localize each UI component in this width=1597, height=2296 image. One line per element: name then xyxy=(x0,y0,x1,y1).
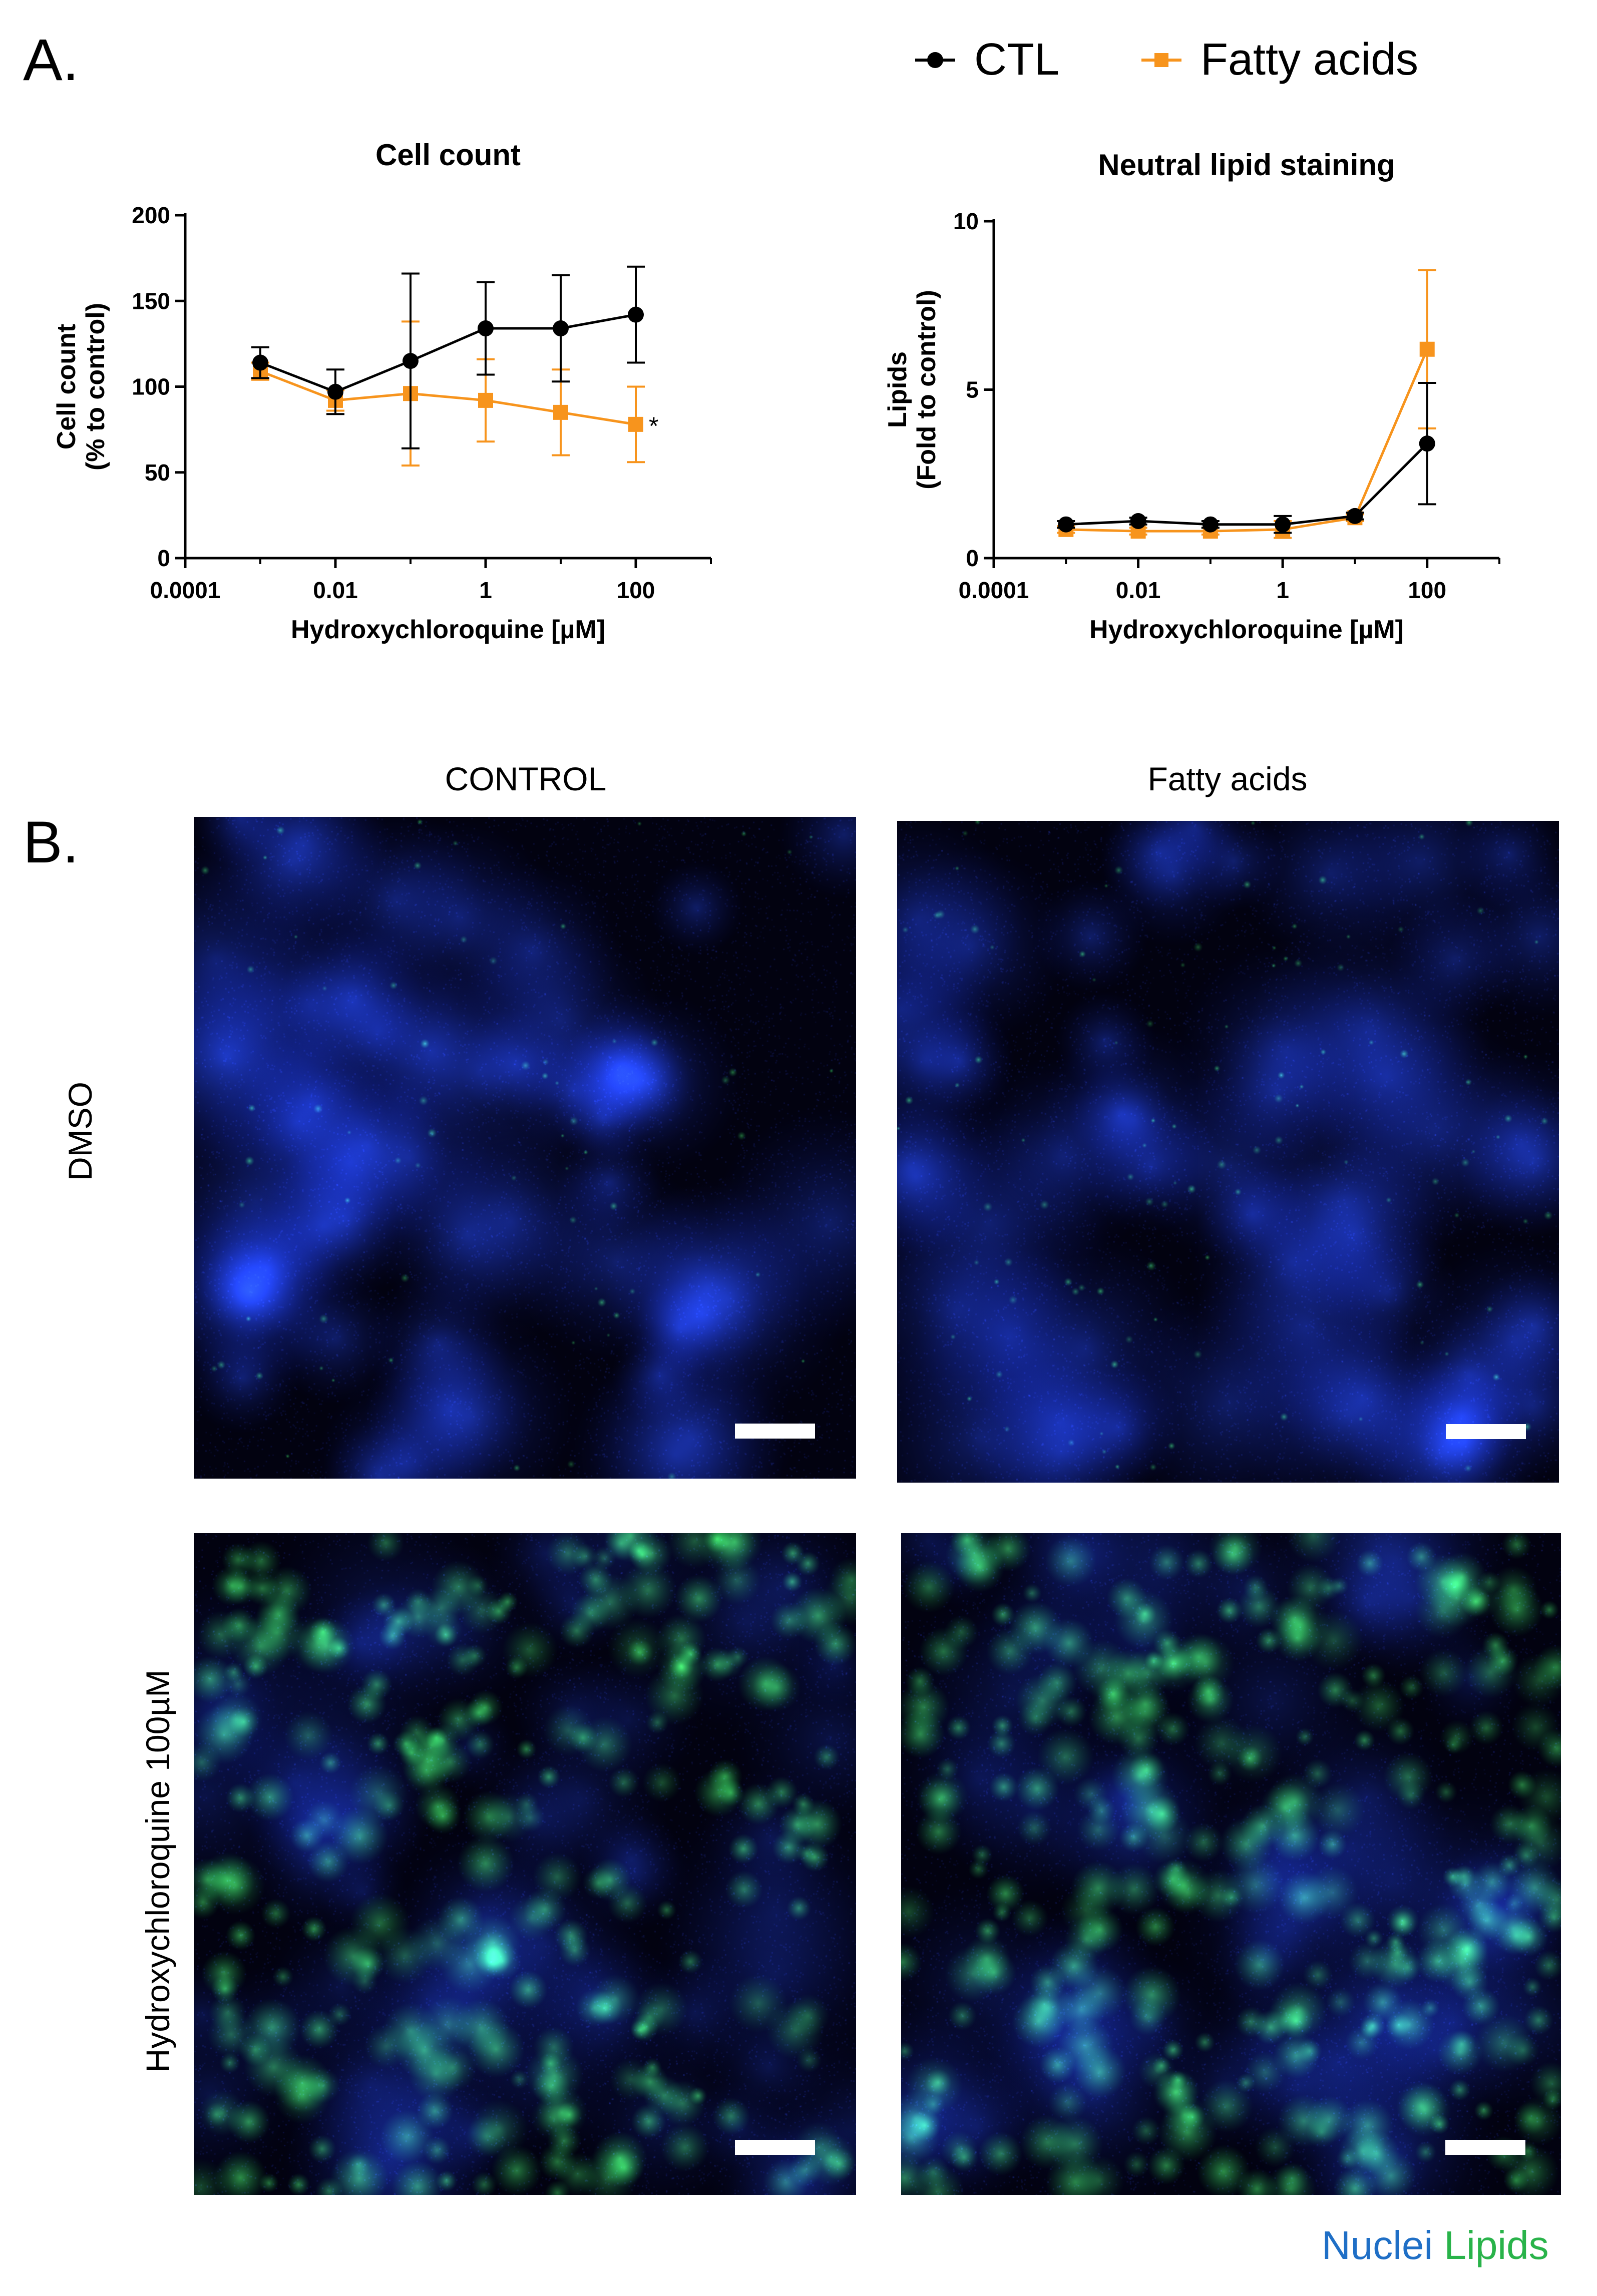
scale-bar xyxy=(1445,2140,1525,2155)
x-tick-label: 100 xyxy=(1408,577,1446,603)
data-point xyxy=(1202,516,1219,533)
data-point xyxy=(628,306,644,323)
data-point xyxy=(327,383,343,400)
y-tick-label: 0 xyxy=(157,545,170,571)
chart-legend: CTL Fatty acids xyxy=(911,30,1512,90)
y-tick-label: 200 xyxy=(132,202,170,228)
data-point xyxy=(478,320,494,337)
data-point xyxy=(1275,516,1291,533)
series-ctl xyxy=(251,265,645,449)
x-axis-label: Hydroxychloroquine [µM] xyxy=(1089,615,1404,644)
x-axis-label: Hydroxychloroquine [µM] xyxy=(291,615,605,644)
y-tick-label: 10 xyxy=(953,208,979,234)
x-tick-label: 100 xyxy=(617,577,655,603)
y-axis-label: Lipids(Fold to control) xyxy=(883,290,941,490)
data-point xyxy=(553,404,568,420)
significance-asterisk: * xyxy=(649,412,658,440)
row-label-hydroxychloroquine: Hydroxychloroquine 100µM xyxy=(139,1669,176,2073)
x-tick-label: 1 xyxy=(1276,577,1289,603)
x-tick-label: 0.0001 xyxy=(959,577,1029,603)
legend-marker-ctl xyxy=(915,52,955,68)
data-point xyxy=(1347,508,1363,524)
series-line xyxy=(1066,442,1428,526)
x-tick-label: 0.0001 xyxy=(150,577,221,603)
channel-legend: Nuclei Lipids xyxy=(1322,2222,1549,2268)
series-ctl xyxy=(1057,382,1436,534)
channel-label-nuclei: Nuclei xyxy=(1322,2223,1433,2267)
y-tick-label: 0 xyxy=(966,545,979,571)
legend-label-ctl: CTL xyxy=(974,35,1060,85)
x-tick-label: 1 xyxy=(479,577,492,603)
chart-title: Neutral lipid staining xyxy=(1098,148,1395,182)
micrograph-control-dmso xyxy=(194,817,856,1479)
cell-count-chart: Cell count 0 50 100 150 200 0.0001 0.01 1 100 Hydr… xyxy=(52,138,712,644)
series-line xyxy=(260,370,636,426)
row-label-dmso: DMSO xyxy=(62,1082,99,1181)
data-point xyxy=(252,354,268,371)
y-tick-label: 100 xyxy=(132,374,170,400)
y-axis-label: Cell count(% to control) xyxy=(52,303,110,471)
data-point xyxy=(553,320,569,337)
y-tick-label: 50 xyxy=(145,460,170,486)
channel-label-lipids: Lipids xyxy=(1444,2223,1549,2267)
column-label-fatty-acids: Fatty acids xyxy=(1147,760,1308,797)
x-tick-label: 0.01 xyxy=(1116,577,1161,603)
data-point xyxy=(1419,435,1435,452)
panel-label-a: A. xyxy=(23,27,79,93)
data-point xyxy=(1058,516,1074,533)
scale-bar xyxy=(735,2140,815,2155)
data-point xyxy=(1130,513,1146,529)
scale-bar xyxy=(735,1424,815,1439)
series-line xyxy=(1066,348,1429,533)
data-point xyxy=(403,353,419,369)
column-label-control: CONTROL xyxy=(445,760,607,797)
y-tick-label: 150 xyxy=(132,288,170,314)
data-point xyxy=(628,416,643,432)
series-fatty-acids xyxy=(251,320,645,467)
lipid-staining-chart: Neutral lipid staining 0 5 10 0.0001 0.01 1 100… xyxy=(883,148,1500,644)
legend-label-fatty-acids: Fatty acids xyxy=(1201,35,1419,85)
data-point xyxy=(478,392,493,408)
panel-label-b: B. xyxy=(23,809,79,875)
y-tick-label: 5 xyxy=(966,377,979,403)
chart-title: Cell count xyxy=(375,138,521,172)
x-tick-label: 0.01 xyxy=(313,577,358,603)
micrograph-fatty-acids-dmso xyxy=(897,821,1559,1483)
series-fatty-acids xyxy=(1057,269,1436,539)
micrograph-fatty-acids-hydroxychloroquine xyxy=(901,1533,1561,2195)
data-point xyxy=(1419,341,1435,357)
series-line xyxy=(260,313,636,393)
legend-marker-fatty-acids xyxy=(1141,53,1181,67)
scale-bar xyxy=(1446,1424,1526,1439)
micrograph-control-hydroxychloroquine xyxy=(194,1533,856,2195)
